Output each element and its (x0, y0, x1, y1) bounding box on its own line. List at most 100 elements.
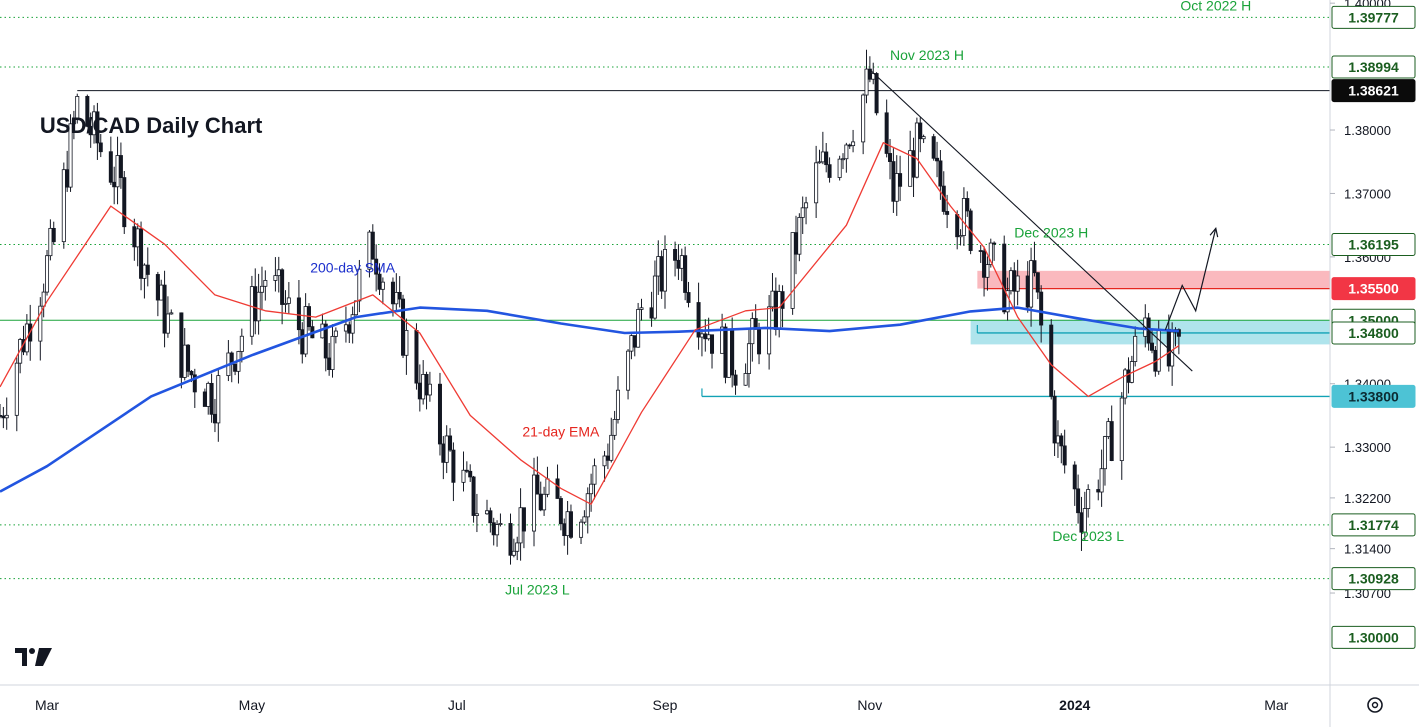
candle (498, 513, 503, 527)
candle (350, 306, 355, 344)
candle (780, 285, 785, 328)
trendline (869, 69, 1193, 372)
candle (592, 458, 597, 500)
ema-21-line (0, 142, 1180, 505)
chart-title: USD/CAD Daily Chart (40, 113, 263, 138)
candle (673, 241, 678, 277)
candle (521, 507, 526, 549)
candle (374, 244, 379, 292)
candle (982, 246, 987, 297)
candle (841, 153, 846, 170)
candle (652, 260, 657, 320)
candle (98, 134, 103, 158)
candle (710, 334, 715, 369)
candle (1072, 461, 1077, 506)
candle (558, 496, 563, 531)
candle (14, 357, 19, 432)
y-tick-label: 1.37000 (1344, 186, 1391, 201)
candle (377, 263, 382, 295)
candle (767, 295, 772, 370)
candle (726, 328, 731, 378)
candle (750, 312, 755, 362)
candle (612, 410, 617, 440)
candle (864, 49, 869, 104)
candle (723, 323, 728, 384)
candle (555, 464, 560, 499)
candle (568, 504, 573, 539)
candle (263, 270, 268, 301)
candle (330, 324, 335, 378)
x-tick-label: Mar (35, 697, 59, 713)
candle (1176, 328, 1181, 355)
candle (448, 428, 453, 452)
candle (1133, 326, 1138, 367)
svg-text:1.33800: 1.33800 (1348, 388, 1399, 404)
candle (626, 349, 631, 400)
level-badge: 1.36195 (1331, 233, 1416, 257)
candle (286, 282, 291, 314)
x-tick-label: Nov (857, 697, 882, 713)
candle (468, 464, 473, 482)
level-badge: 1.30000 (1331, 625, 1416, 649)
candle (296, 279, 301, 345)
level-badge: 1.34800 (1331, 321, 1416, 345)
candle (837, 155, 842, 181)
x-tick-label: May (239, 697, 265, 713)
candle (1099, 449, 1104, 507)
candle (585, 487, 590, 534)
candle (696, 282, 701, 350)
svg-text:1.30928: 1.30928 (1348, 571, 1399, 587)
candle (861, 93, 866, 155)
y-tick-label: 1.32200 (1344, 491, 1391, 506)
candle (542, 486, 547, 516)
candle (4, 397, 9, 430)
candle (249, 275, 254, 345)
candle (1032, 241, 1037, 277)
candle (508, 513, 513, 565)
candle (1015, 259, 1020, 306)
candle (851, 129, 856, 153)
candle (186, 344, 191, 378)
candle (68, 114, 73, 192)
candle (471, 475, 476, 523)
candle (800, 196, 805, 235)
candle (51, 221, 56, 245)
candle (333, 327, 338, 344)
sma-200-line (0, 306, 1179, 493)
candle (790, 232, 795, 315)
level-note-1: Nov 2023 H (890, 47, 964, 63)
ema-label: 21-day EMA (522, 423, 600, 439)
candle (958, 229, 963, 246)
sma-label: 200-day SMA (310, 260, 395, 276)
candle (461, 451, 466, 492)
candle (985, 256, 990, 291)
candle (935, 141, 940, 178)
candle (139, 221, 144, 291)
candle (1086, 484, 1091, 518)
candle (532, 457, 537, 547)
candle (797, 213, 802, 262)
svg-text:1.31774: 1.31774 (1348, 517, 1399, 533)
candle (914, 117, 919, 179)
candle (165, 296, 170, 338)
candle (61, 162, 66, 249)
level-note-0: Oct 2022 H (1180, 0, 1251, 13)
candle (45, 249, 50, 296)
x-tick-label: Sep (653, 697, 678, 713)
candle (1039, 285, 1044, 343)
candle (488, 507, 493, 533)
candle (414, 323, 419, 390)
level-badge: 1.38994 (1331, 55, 1416, 79)
candle (827, 157, 832, 183)
candle (1062, 429, 1067, 474)
resistance-zone (977, 270, 1330, 289)
settings-icon[interactable] (1367, 697, 1383, 713)
candle (303, 293, 308, 358)
level-note-9: Jul 2023 L (505, 582, 570, 598)
candle (918, 117, 923, 153)
candle (609, 417, 614, 463)
candle (1035, 272, 1040, 300)
candle (636, 302, 641, 348)
